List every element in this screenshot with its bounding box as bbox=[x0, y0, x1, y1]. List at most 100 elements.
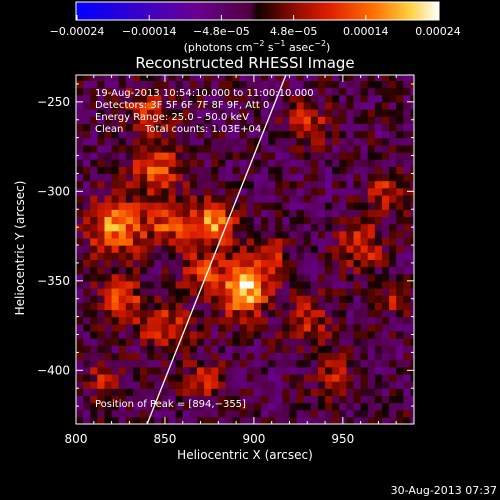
heatmap-cell bbox=[339, 252, 347, 260]
heatmap-cell bbox=[182, 323, 191, 332]
heatmap-cell bbox=[253, 388, 262, 396]
heatmap-cell bbox=[168, 109, 177, 117]
heatmap-cell bbox=[225, 316, 234, 325]
annotation-energy-range: Energy Range: 25.0 – 50.0 keV bbox=[95, 112, 249, 123]
heatmap-cell bbox=[161, 151, 170, 160]
heatmap-cell bbox=[104, 345, 113, 354]
heatmap-cell bbox=[196, 416, 205, 424]
heatmap-cell bbox=[239, 345, 248, 354]
heatmap-cell bbox=[339, 237, 347, 246]
heatmap-cell bbox=[346, 295, 355, 303]
heatmap-cell bbox=[104, 373, 113, 382]
heatmap-cell bbox=[104, 273, 113, 282]
heatmap-cell bbox=[118, 109, 127, 117]
heatmap-cell bbox=[111, 338, 120, 346]
heatmap-cell bbox=[374, 395, 383, 404]
heatmap-cell bbox=[147, 209, 155, 217]
heatmap-cell bbox=[218, 330, 227, 339]
heatmap-cell bbox=[360, 402, 369, 411]
heatmap-cell bbox=[97, 381, 106, 389]
heatmap-cell bbox=[111, 273, 120, 282]
heatmap-cell bbox=[268, 309, 276, 318]
heatmap-cell bbox=[374, 80, 383, 89]
heatmap-cell bbox=[211, 280, 219, 289]
heatmap-cell bbox=[211, 80, 219, 89]
heatmap-cell bbox=[289, 359, 298, 368]
heatmap-cell bbox=[118, 137, 127, 146]
heatmap-cell bbox=[310, 273, 319, 282]
heatmap-cell bbox=[317, 87, 326, 96]
heatmap-cell bbox=[246, 295, 255, 303]
heatmap-cell bbox=[83, 194, 91, 203]
heatmap-cell bbox=[275, 295, 283, 303]
heatmap-cell bbox=[147, 137, 155, 146]
heatmap-cell bbox=[339, 273, 347, 282]
heatmap-cell bbox=[232, 252, 241, 260]
colorbar-tick-label: −0.00024 bbox=[50, 25, 105, 38]
heatmap-cell bbox=[90, 309, 98, 318]
heatmap-cell bbox=[275, 223, 283, 232]
heatmap-cell bbox=[118, 80, 127, 89]
heatmap-cell bbox=[168, 287, 177, 296]
heatmap-cell bbox=[332, 359, 340, 368]
heatmap-cell bbox=[111, 381, 120, 389]
heatmap-cell bbox=[396, 316, 404, 325]
heatmap-cell bbox=[396, 101, 404, 110]
heatmap-cell bbox=[317, 287, 326, 296]
heatmap-cell bbox=[303, 237, 312, 246]
heatmap-cell bbox=[275, 116, 283, 124]
heatmap-cell bbox=[239, 166, 248, 175]
heatmap-cell bbox=[317, 223, 326, 232]
heatmap-cell bbox=[125, 173, 134, 182]
heatmap-cell bbox=[90, 259, 98, 268]
heatmap-cell bbox=[175, 316, 184, 325]
heatmap-cell bbox=[289, 137, 298, 146]
heatmap-cell bbox=[289, 166, 298, 175]
heatmap-cell bbox=[296, 187, 305, 196]
heatmap-cell bbox=[125, 159, 134, 167]
heatmap-cell bbox=[289, 144, 298, 153]
heatmap-cell bbox=[317, 402, 326, 411]
heatmap-cell bbox=[239, 388, 248, 396]
heatmap-cell bbox=[396, 180, 404, 189]
heatmap-cell bbox=[353, 338, 362, 346]
heatmap-cell bbox=[310, 280, 319, 289]
heatmap-cell bbox=[275, 137, 283, 146]
heatmap-cell bbox=[261, 316, 269, 325]
heatmap-cell bbox=[367, 366, 376, 375]
heatmap-cell bbox=[147, 216, 155, 225]
heatmap-cell bbox=[232, 144, 241, 153]
heatmap-cell bbox=[111, 166, 120, 175]
heatmap-cell bbox=[253, 323, 262, 332]
heatmap-cell bbox=[189, 287, 198, 296]
heatmap-cell bbox=[111, 237, 120, 246]
heatmap-cell bbox=[211, 94, 219, 103]
heatmap-cell bbox=[225, 259, 234, 268]
heatmap-cell bbox=[161, 381, 170, 389]
heatmap-cell bbox=[111, 409, 120, 418]
heatmap-cell bbox=[360, 223, 369, 232]
heatmap-cell bbox=[111, 330, 120, 339]
heatmap-cell bbox=[204, 123, 212, 132]
heatmap-cell bbox=[374, 287, 383, 296]
heatmap-cell bbox=[346, 323, 355, 332]
heatmap-cell bbox=[168, 330, 177, 339]
heatmap-cell bbox=[225, 280, 234, 289]
heatmap-cell bbox=[97, 202, 106, 210]
heatmap-cell bbox=[396, 323, 404, 332]
heatmap-cell bbox=[175, 173, 184, 182]
heatmap-cell bbox=[346, 101, 355, 110]
colorbar-tick-label: −4.8e−05 bbox=[193, 25, 250, 38]
heatmap-cell bbox=[97, 395, 106, 404]
heatmap-cell bbox=[303, 209, 312, 217]
heatmap-cell bbox=[303, 309, 312, 318]
heatmap-cell bbox=[325, 116, 333, 124]
heatmap-cell bbox=[111, 216, 120, 225]
heatmap-cell bbox=[268, 316, 276, 325]
heatmap-cell bbox=[410, 144, 414, 153]
heatmap-cell bbox=[140, 173, 148, 182]
heatmap-cell bbox=[211, 259, 219, 268]
heatmap-cell bbox=[246, 144, 255, 153]
heatmap-cell bbox=[396, 330, 404, 339]
x-tick-label: 800 bbox=[65, 432, 88, 446]
